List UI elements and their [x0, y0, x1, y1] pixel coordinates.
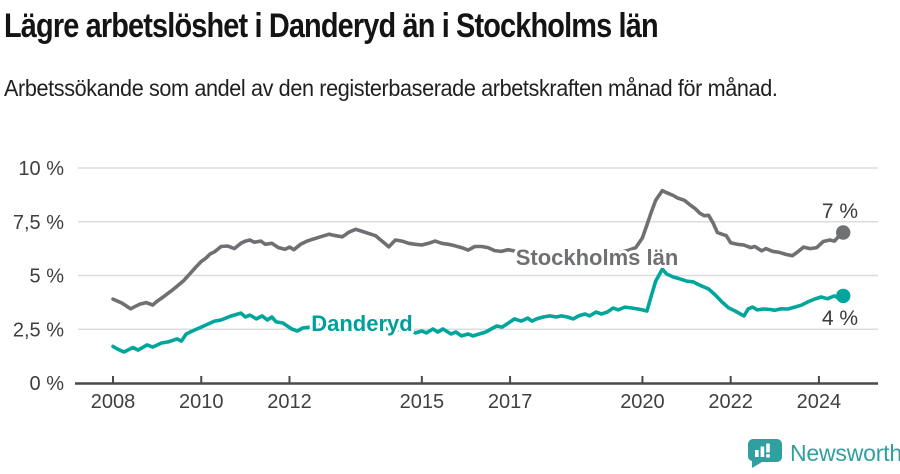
y-axis-tick-label: 0 % — [30, 373, 65, 395]
series-label-danderyd: Danderyd — [311, 311, 412, 336]
x-axis-tick-label: 2017 — [488, 391, 533, 413]
series-layer — [111, 188, 851, 354]
series-line-danderyd — [111, 267, 846, 354]
x-axis-tick-label: 2008 — [91, 391, 136, 413]
y-axis-tick-label: 7,5 % — [13, 212, 64, 234]
x-axis-tick-label: 2024 — [797, 391, 842, 413]
y-axis-tick-label: 2,5 % — [13, 319, 64, 341]
newsworthy-logo-icon — [748, 438, 782, 468]
page-title: Lägre arbetslöshet i Danderyd än i Stock… — [4, 7, 659, 45]
y-axis-tick-label: 5 % — [30, 266, 65, 288]
x-axis-tick-label: 2015 — [400, 391, 445, 413]
x-axis-tick-label: 2020 — [620, 391, 665, 413]
grid-layer: 0 % 2,5 % 5 % 7,5 % 10 % — [13, 158, 878, 395]
x-axis-tick-label: 2010 — [179, 391, 224, 413]
series-line-stockholms-l-n — [111, 188, 846, 311]
page-subtitle: Arbetssökande som andel av den registerb… — [4, 75, 778, 101]
series-end-dot-stockholms-l-n — [836, 225, 851, 240]
axis-layer: 2008 2010 2012 2015 2017 2020 2022 2024 — [75, 376, 878, 413]
series-end-dot-danderyd — [836, 288, 851, 304]
x-axis-tick-label: 2022 — [708, 391, 753, 413]
x-axis-tick-label: 2012 — [267, 391, 312, 413]
series-label-stockholms-lan: Stockholms län — [516, 245, 679, 270]
newsworthy-logo: Newsworthy — [748, 438, 900, 468]
end-value-label-stockholms-lan: 7 % — [822, 200, 858, 223]
end-value-label-danderyd: 4 % — [822, 307, 858, 330]
y-axis-tick-label: 10 % — [18, 158, 64, 180]
newsworthy-brand-text: Newsworthy — [790, 439, 900, 466]
